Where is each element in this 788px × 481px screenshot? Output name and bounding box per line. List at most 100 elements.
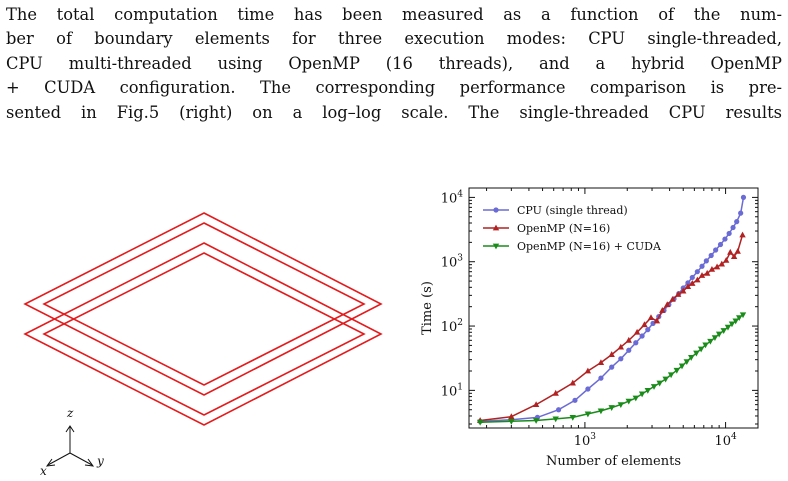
z-axis-label: z bbox=[66, 406, 74, 420]
data-point bbox=[708, 252, 714, 259]
data-point bbox=[715, 331, 723, 338]
top-plate-outer bbox=[23, 212, 383, 396]
x-axis-arrow bbox=[45, 458, 56, 467]
z-axis-arrow bbox=[65, 425, 75, 433]
data-point bbox=[532, 401, 540, 408]
data-point bbox=[740, 194, 747, 200]
data-point bbox=[608, 405, 615, 411]
data-point bbox=[641, 321, 648, 328]
data-point bbox=[617, 402, 625, 409]
data-point bbox=[727, 248, 734, 255]
top-plate-inner bbox=[42, 222, 366, 386]
data-point bbox=[597, 408, 605, 415]
legend-label: CPU (single thread) bbox=[517, 204, 628, 217]
data-point bbox=[492, 243, 500, 250]
data-point bbox=[728, 321, 736, 328]
legend-label: OpenMP (N=16) + CUDA bbox=[517, 240, 662, 253]
y-axis-arrow bbox=[84, 458, 95, 467]
data-point bbox=[633, 328, 641, 335]
data-point bbox=[650, 384, 658, 390]
x-axis-label: x bbox=[40, 464, 47, 477]
data-point bbox=[689, 274, 695, 281]
y-tick-label: 104 bbox=[441, 189, 464, 206]
data-point bbox=[722, 236, 728, 242]
x-tick-label: 103 bbox=[574, 432, 597, 449]
data-point bbox=[680, 287, 687, 294]
data-point bbox=[626, 347, 632, 353]
series-3 bbox=[476, 312, 747, 426]
bottom-plate-inner bbox=[42, 252, 366, 416]
data-point bbox=[684, 283, 692, 290]
data-point bbox=[726, 230, 732, 237]
data-point bbox=[724, 324, 732, 331]
data-point bbox=[730, 224, 736, 231]
paragraph-line: ber of boundary elements for three execu… bbox=[6, 29, 782, 49]
y-axis-label: y bbox=[96, 454, 104, 468]
x-axis-line bbox=[47, 452, 71, 466]
data-point bbox=[688, 355, 695, 361]
data-point bbox=[713, 247, 719, 253]
data-point bbox=[734, 247, 741, 254]
data-point bbox=[644, 387, 652, 394]
data-point bbox=[697, 346, 705, 353]
data-point bbox=[532, 418, 540, 424]
data-point bbox=[674, 291, 682, 297]
data-point bbox=[718, 260, 726, 267]
data-point bbox=[722, 256, 730, 263]
data-point bbox=[689, 280, 696, 286]
series-line bbox=[480, 234, 744, 422]
data-point bbox=[633, 340, 639, 346]
data-point bbox=[685, 280, 691, 286]
data-point bbox=[638, 391, 646, 398]
data-point bbox=[713, 263, 721, 270]
axes-triad bbox=[45, 425, 95, 467]
data-point bbox=[645, 327, 651, 333]
data-point bbox=[584, 367, 592, 374]
data-point bbox=[659, 307, 666, 313]
data-point bbox=[569, 379, 576, 386]
chart-svg: 103 104 101 102 103 104 CPU (single thread) Op… bbox=[420, 187, 759, 469]
data-point bbox=[730, 253, 738, 260]
data-point bbox=[569, 414, 576, 421]
data-point bbox=[552, 416, 559, 423]
data-point bbox=[656, 380, 663, 387]
data-point bbox=[739, 312, 747, 319]
data-point bbox=[667, 372, 675, 379]
data-point bbox=[609, 364, 615, 370]
data-point bbox=[598, 375, 604, 381]
data-point bbox=[552, 389, 559, 396]
paragraph-line: The total computation time has been meas… bbox=[6, 5, 782, 24]
plot-frame bbox=[468, 187, 759, 429]
data-point bbox=[703, 258, 709, 264]
data-point bbox=[708, 265, 716, 272]
body-paragraph: The total computation time has been meas… bbox=[6, 3, 782, 125]
x-tick-label: 104 bbox=[714, 432, 737, 449]
data-point bbox=[639, 333, 645, 339]
y-tick-label: 101 bbox=[441, 382, 463, 399]
data-point bbox=[632, 395, 639, 402]
data-point bbox=[717, 241, 724, 248]
data-point bbox=[653, 317, 661, 324]
paragraph-line: sented in Fig.5 (right) on a log–log sca… bbox=[6, 102, 782, 122]
data-point bbox=[617, 343, 625, 350]
y-tick-label: 102 bbox=[441, 318, 463, 335]
data-point bbox=[585, 386, 591, 392]
data-point bbox=[739, 231, 746, 238]
data-point bbox=[508, 418, 515, 425]
data-point bbox=[608, 351, 615, 357]
data-point bbox=[699, 263, 705, 269]
data-point bbox=[703, 269, 711, 276]
data-point bbox=[647, 314, 655, 321]
data-point bbox=[738, 210, 744, 216]
data-point bbox=[597, 359, 605, 366]
data-point bbox=[732, 318, 739, 325]
legend: CPU (single thread) OpenMP (N=16) OpenMP (… bbox=[483, 204, 662, 253]
x-axis-title: Number of elements bbox=[546, 454, 681, 469]
data-point bbox=[669, 295, 676, 302]
data-point bbox=[662, 376, 669, 383]
performance-chart: 103 104 101 102 103 104 CPU (single thread) Op… bbox=[400, 180, 788, 477]
y-axis-line bbox=[69, 452, 93, 466]
y-axis-title: Time (s) bbox=[420, 281, 435, 335]
data-point bbox=[694, 269, 700, 275]
data-point bbox=[508, 413, 515, 420]
